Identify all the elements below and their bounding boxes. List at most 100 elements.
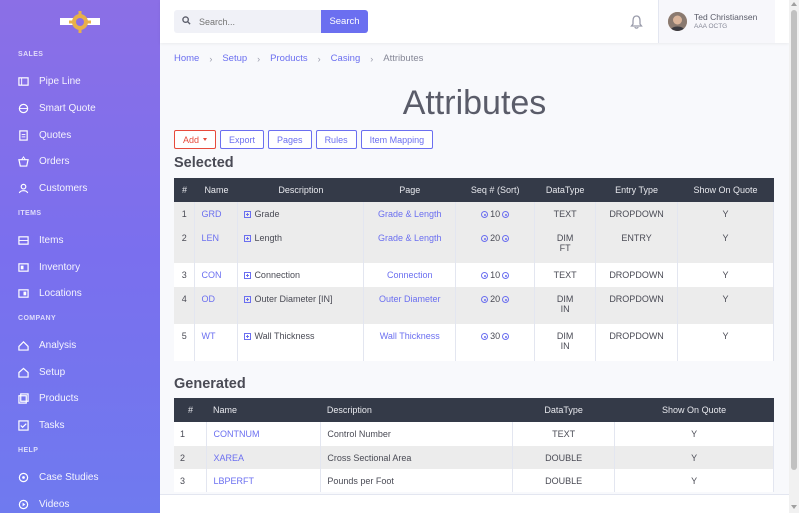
expand-icon[interactable] bbox=[244, 235, 252, 242]
chevron-right-icon: › bbox=[370, 53, 374, 64]
breadcrumb-casing[interactable]: Casing bbox=[330, 53, 361, 64]
search-group: Search bbox=[174, 10, 368, 33]
seq-up-icon[interactable] bbox=[481, 272, 489, 279]
chevron-right-icon: › bbox=[257, 53, 261, 64]
col-header[interactable]: Description bbox=[237, 178, 364, 202]
seq-up-icon[interactable] bbox=[481, 235, 489, 242]
col-header[interactable]: # bbox=[174, 398, 207, 422]
rules-button[interactable]: Rules bbox=[315, 130, 357, 149]
attribute-name-link[interactable]: OD bbox=[201, 294, 215, 304]
col-header[interactable]: Show On Quote bbox=[614, 398, 774, 422]
table-row[interactable]: 4 OD Outer Diameter [IN] Outer Diameter … bbox=[174, 287, 774, 324]
seq-down-icon[interactable] bbox=[502, 272, 510, 279]
seq-up-icon[interactable] bbox=[481, 211, 489, 218]
scroll-thumb[interactable] bbox=[791, 10, 797, 470]
table-row[interactable]: 5 WT Wall Thickness Wall Thickness 30 DI… bbox=[174, 324, 774, 361]
sidebar-item-label: Analysis bbox=[39, 339, 77, 351]
sidebar-item-quotes[interactable]: Quotes bbox=[18, 125, 158, 145]
attribute-name-link[interactable]: XAREA bbox=[213, 453, 244, 463]
attribute-name-link[interactable]: GRD bbox=[201, 209, 222, 219]
table-row[interactable]: 1 GRD Grade Grade & Length 10 TEXT DROPD… bbox=[174, 202, 774, 226]
pages-button[interactable]: Pages bbox=[268, 130, 312, 149]
sidebar-item-videos[interactable]: Videos bbox=[18, 494, 158, 513]
page-link[interactable]: Wall Thickness bbox=[379, 331, 440, 341]
sidebar-item-smart-quote[interactable]: Smart Quote bbox=[18, 98, 158, 118]
sidebar-item-locations[interactable]: Locations bbox=[18, 283, 158, 303]
sidebar-item-tasks[interactable]: Tasks bbox=[18, 415, 158, 435]
scroll-up-arrow-icon[interactable] bbox=[791, 2, 797, 6]
attribute-name-link[interactable]: LEN bbox=[201, 233, 219, 243]
expand-icon[interactable] bbox=[244, 296, 252, 303]
avatar bbox=[668, 12, 687, 31]
page-link[interactable]: Connection bbox=[387, 270, 433, 280]
breadcrumb-setup[interactable]: Setup bbox=[222, 53, 248, 64]
scrollbar[interactable] bbox=[789, 0, 799, 513]
col-header[interactable]: DataType bbox=[534, 178, 596, 202]
item-mapping-button[interactable]: Item Mapping bbox=[360, 130, 434, 149]
table-row[interactable]: 3 CON Connection Connection 10 TEXT DROP… bbox=[174, 263, 774, 287]
breadcrumb-home[interactable]: Home bbox=[174, 53, 200, 64]
add-dropdown-button[interactable]: Add bbox=[174, 130, 217, 149]
table-row[interactable]: 3 LBPERFT Pounds per Foot DOUBLE Y bbox=[174, 469, 774, 492]
table-row[interactable]: 2 XAREA Cross Sectional Area DOUBLE Y bbox=[174, 446, 774, 469]
search-input[interactable] bbox=[199, 16, 309, 27]
seq-value: 20 bbox=[490, 294, 501, 304]
breadcrumb-products[interactable]: Products bbox=[270, 53, 308, 64]
attribute-name-link[interactable]: WT bbox=[201, 331, 216, 341]
row-number: 3 bbox=[174, 263, 196, 287]
export-button[interactable]: Export bbox=[220, 130, 265, 149]
inventory-icon bbox=[18, 262, 29, 273]
sidebar-item-orders[interactable]: Orders bbox=[18, 151, 158, 171]
seq-down-icon[interactable] bbox=[502, 235, 510, 242]
row-number: 5 bbox=[174, 324, 196, 361]
table-row[interactable]: 1 CONTNUM Control Number TEXT Y bbox=[174, 422, 774, 446]
sidebar-item-inventory[interactable]: Inventory bbox=[18, 257, 158, 277]
col-header[interactable]: Entry Type bbox=[595, 178, 678, 202]
col-header[interactable]: Show On Quote bbox=[677, 178, 774, 202]
generated-section-title: Generated bbox=[174, 376, 246, 392]
table-row[interactable]: 2 LEN Length Grade & Length 20 DIM FT ENT… bbox=[174, 226, 774, 263]
sidebar-item-items[interactable]: Items bbox=[18, 230, 158, 250]
sidebar-item-case-studies[interactable]: Case Studies bbox=[18, 467, 158, 487]
col-header[interactable]: Description bbox=[320, 398, 513, 422]
page-link[interactable]: Outer Diameter bbox=[379, 294, 441, 304]
seq-up-icon[interactable] bbox=[481, 333, 489, 340]
attribute-name-link[interactable]: CON bbox=[201, 270, 222, 280]
expand-icon[interactable] bbox=[244, 211, 252, 218]
datatype: TEXT bbox=[512, 422, 616, 446]
attribute-name-link[interactable]: LBPERFT bbox=[213, 476, 254, 486]
scroll-down-arrow-icon[interactable] bbox=[791, 505, 797, 509]
expand-icon[interactable] bbox=[244, 272, 252, 279]
page-link[interactable]: Grade & Length bbox=[378, 209, 442, 219]
col-header[interactable]: DataType bbox=[512, 398, 615, 422]
col-header[interactable]: # bbox=[174, 178, 195, 202]
user-menu[interactable]: Ted Christiansen AAA OCTG bbox=[659, 0, 775, 43]
pipe-icon bbox=[18, 76, 29, 87]
seq-down-icon[interactable] bbox=[502, 333, 510, 340]
seq-up-icon[interactable] bbox=[481, 296, 489, 303]
sidebar-item-setup[interactable]: Setup bbox=[18, 362, 158, 382]
expand-icon[interactable] bbox=[244, 333, 252, 340]
bell-icon[interactable] bbox=[630, 15, 643, 29]
sidebar-item-label: Orders bbox=[39, 155, 70, 167]
user-company: AAA OCTG bbox=[694, 23, 728, 30]
col-header[interactable]: Page bbox=[363, 178, 456, 202]
show-on-quote: Y bbox=[614, 469, 774, 492]
company-logo[interactable] bbox=[58, 9, 102, 37]
sidebar-item-products[interactable]: Products bbox=[18, 388, 158, 408]
page-link[interactable]: Grade & Length bbox=[378, 233, 442, 243]
datatype-unit: IN bbox=[560, 341, 570, 351]
search-button[interactable]: Search bbox=[321, 10, 368, 33]
attribute-name-link[interactable]: CONTNUM bbox=[213, 429, 260, 439]
sidebar-item-customers[interactable]: Customers bbox=[18, 178, 158, 198]
col-header[interactable]: Name bbox=[206, 398, 321, 422]
sidebar-item-pipe-line[interactable]: Pipe Line bbox=[18, 71, 158, 91]
sidebar-item-label: Products bbox=[39, 392, 79, 404]
col-header[interactable]: Name bbox=[194, 178, 238, 202]
sidebar-item-analysis[interactable]: Analysis bbox=[18, 335, 158, 355]
seq-value: 20 bbox=[490, 233, 501, 243]
seq-down-icon[interactable] bbox=[502, 296, 510, 303]
seq-down-icon[interactable] bbox=[502, 211, 510, 218]
search-field[interactable] bbox=[174, 10, 321, 33]
col-header[interactable]: Seq # (Sort) bbox=[455, 178, 535, 202]
